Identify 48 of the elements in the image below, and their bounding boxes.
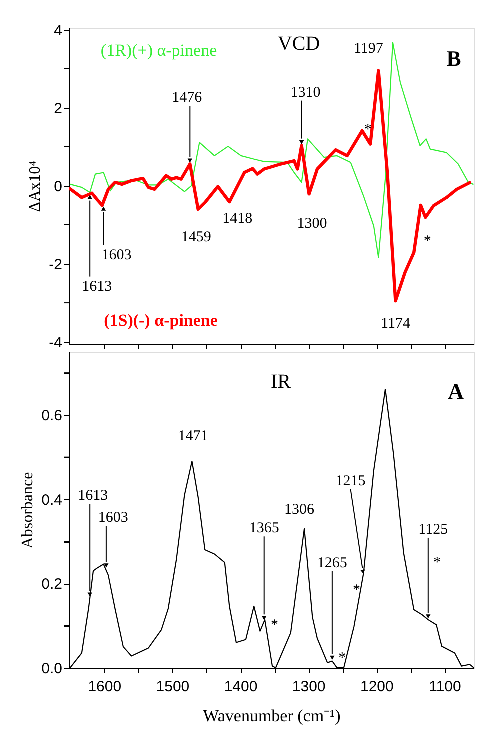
annotation: *	[352, 582, 360, 598]
x-tick-label: 1100	[429, 678, 462, 696]
y-tick-label: 4	[54, 22, 62, 40]
y-tick-label: 0.0	[42, 660, 62, 678]
y-tick-label: 0.4	[42, 492, 62, 509]
annotation: *	[434, 554, 442, 571]
annotation: 1613	[82, 278, 112, 295]
x-tick-label: 1400	[224, 678, 258, 696]
x-tick-label: 1600	[88, 678, 122, 696]
annotation: IR	[271, 371, 292, 393]
annotation: *	[364, 122, 372, 138]
annotation: 1306	[284, 502, 316, 518]
annotation: 1476	[172, 90, 203, 106]
text: (1S)(-) α-pinene	[104, 311, 218, 330]
y-axis-title: ΔAx10⁴	[27, 160, 44, 212]
text: (1R)(+) α-pinene	[100, 41, 218, 60]
annotation: 1265	[317, 555, 348, 572]
line-series	[69, 69, 472, 303]
annotation: 1310	[290, 84, 321, 101]
annotation: 1613	[78, 488, 108, 504]
annotation: *	[338, 650, 346, 666]
x-tick-label: 1500	[156, 678, 190, 696]
annotation: 1603	[102, 248, 132, 264]
annotation: A	[448, 379, 464, 404]
x-axis-title: Wavenumber (cm⁻¹)	[203, 706, 341, 726]
annotation: 1418	[222, 210, 253, 227]
y-tick-label: 2	[54, 100, 62, 118]
y-tick-label: -2	[49, 256, 62, 274]
annotation: 1603	[98, 510, 128, 526]
annotation: B	[446, 46, 462, 71]
y-tick-label: 0.2	[42, 576, 62, 594]
y-tick-label: 0.6	[42, 408, 62, 425]
annotation: 1197	[354, 40, 384, 57]
y-tick-label: 0	[54, 178, 62, 196]
annotation: 1471	[178, 428, 208, 445]
annotation: VCD	[278, 33, 320, 55]
annotation: 1300	[297, 216, 328, 232]
x-tick-label: 1200	[360, 678, 394, 696]
annotation: *	[424, 234, 432, 250]
y-tick-label: -4	[49, 334, 62, 352]
annotation: 1365	[249, 520, 280, 537]
annotation: 1174	[380, 316, 411, 332]
x-tick-label: 1300	[292, 678, 326, 696]
annotation: 1125	[418, 522, 448, 538]
annotation: 1215	[336, 473, 366, 490]
y-axis-title: Absorbance	[20, 472, 37, 549]
annotation: 1459	[181, 229, 212, 246]
annotation: *	[270, 618, 278, 634]
